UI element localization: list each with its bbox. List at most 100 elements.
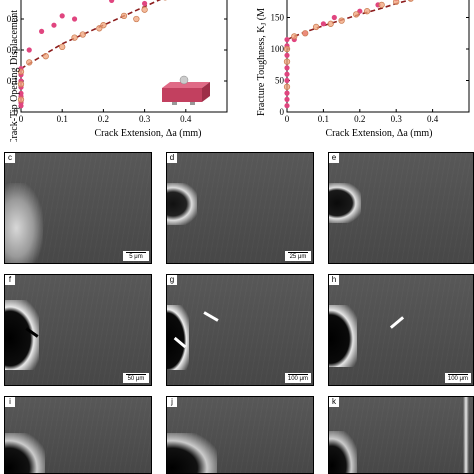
ctod-ylabel: Crack-Tip Opening Displacement: [9, 10, 20, 142]
data-point-pink: [71, 16, 78, 22]
data-point-pink: [284, 103, 290, 109]
scale-bar-label: 100 μm: [447, 376, 468, 382]
scale-bar: 100 μm: [284, 372, 311, 383]
data-point-orange: [407, 0, 414, 2]
sem-panel-e: e: [328, 152, 474, 264]
scale-bar-line: [288, 251, 308, 253]
ctod-chart: 00.10.20.30.400.10.20.30.4 Crack-Tip Ope…: [0, 0, 237, 142]
data-point-orange: [17, 68, 25, 75]
crack-feature: [167, 305, 189, 370]
toughness-ylabel-tail: (M: [256, 8, 267, 23]
toughness-xlabel: Crack Extension, Δa (mm): [326, 128, 433, 139]
scale-bar: 100 μm: [444, 372, 471, 383]
sem-texture: [167, 275, 313, 385]
data-point-orange: [133, 15, 140, 23]
data-point-pink: [320, 21, 326, 27]
data-point-pink: [284, 36, 290, 43]
data-point-orange: [96, 25, 103, 32]
crack-feature: [167, 433, 217, 473]
x-tick-label: 0: [285, 114, 290, 124]
data-point-pink: [284, 52, 290, 58]
edge-feature: [463, 397, 469, 473]
x-tick-label: 0.4: [427, 114, 439, 124]
sem-panel-i: i: [4, 396, 152, 474]
data-point-orange: [312, 23, 320, 31]
data-point-orange: [291, 33, 298, 40]
scale-bar-label: 50 μm: [127, 376, 145, 382]
data-point-orange: [141, 6, 148, 13]
data-point-orange: [42, 53, 49, 60]
ctod-xlabel: Crack Extension, Δa (mm): [95, 128, 202, 139]
crack-feature: [167, 183, 197, 225]
sem-panel-g: g 100 μm: [166, 274, 314, 386]
panel-letter: c: [5, 153, 15, 163]
crack-feature: [5, 433, 45, 473]
data-point-pink: [59, 13, 65, 19]
plot-frame: [286, 0, 470, 113]
scale-bar-line: [447, 373, 468, 375]
scale-bar: 5 μm: [123, 250, 149, 261]
data-point-orange: [17, 80, 25, 88]
ctod-chart-svg: 00.10.20.30.400.10.20.30.4 Crack-Tip Ope…: [7, 0, 228, 142]
crack-feature: [329, 431, 357, 473]
data-point-orange: [71, 34, 78, 41]
y-tick-label: 50: [275, 76, 285, 86]
sem-panel-f: f 50 μm: [4, 274, 152, 386]
data-point-pink: [109, 0, 115, 3]
x-tick-label: 0.3: [139, 114, 151, 124]
x-tick-label: 0.2: [354, 114, 365, 124]
scale-bar: 25 μm: [285, 250, 311, 261]
data-point-orange: [79, 31, 86, 38]
crack-feature: [329, 305, 357, 367]
data-point-orange: [100, 22, 107, 29]
scale-bar-label: 25 μm: [289, 254, 307, 260]
x-tick-label: 0.2: [98, 114, 109, 124]
data-point-orange: [378, 1, 385, 9]
x-tick-label: 0.3: [391, 114, 403, 124]
data-point-orange: [120, 12, 128, 20]
sem-panel-h: h 100 μm: [328, 274, 474, 386]
data-point-orange: [363, 8, 371, 15]
panel-letter: h: [329, 275, 339, 285]
panel-letter: i: [5, 397, 15, 407]
data-point-orange: [283, 83, 291, 90]
sem-panel-j: j: [166, 396, 314, 474]
sem-panel-c: c 5 μm: [4, 152, 152, 264]
data-point-orange: [283, 45, 291, 53]
scale-bar-line: [126, 373, 146, 375]
sem-panel-k: k: [328, 396, 474, 474]
scale-bar-line: [126, 251, 146, 253]
data-point-orange: [26, 59, 33, 66]
data-point-orange: [283, 58, 291, 65]
data-point-pink: [18, 90, 24, 96]
toughness-ylabel-main: Fracture Toughness, K: [256, 25, 267, 116]
y-tick-label: 100: [271, 44, 285, 54]
data-point-orange: [338, 17, 345, 24]
y-tick-label: 0.2: [7, 45, 18, 55]
data-point-orange: [353, 11, 360, 18]
panel-letter: k: [329, 397, 339, 407]
toughness-chart: 00.10.20.30.4050100150200 Fracture Tough…: [237, 0, 474, 142]
crack-feature: [329, 183, 361, 223]
toughness-chart-svg: 00.10.20.30.4050100150200 Fracture Tough…: [256, 0, 470, 139]
particle-feature: [5, 183, 43, 263]
data-point-orange: [59, 43, 66, 51]
x-tick-label: 0.4: [180, 114, 192, 124]
toughness-ylabel-sub: J: [260, 22, 268, 25]
data-point-orange: [302, 30, 309, 37]
scale-bar-label: 5 μm: [129, 254, 143, 260]
data-point-pink: [284, 77, 290, 84]
data-point-pink: [142, 0, 148, 7]
sem-panel-d: d 25 μm: [166, 152, 314, 264]
data-point-pink: [284, 65, 290, 71]
toughness-ylabel: Fracture Toughness, KJ (M: [256, 8, 268, 116]
y-tick-label: 0: [280, 107, 285, 117]
panel-letter: f: [5, 275, 15, 285]
data-point-orange: [17, 96, 25, 103]
data-point-pink: [284, 96, 290, 102]
y-tick-label: 150: [271, 13, 285, 23]
panel-letter: j: [167, 397, 177, 407]
specimen-inset-icon: [162, 75, 210, 105]
data-point-pink: [331, 14, 337, 21]
x-tick-label: 0.1: [57, 114, 68, 124]
